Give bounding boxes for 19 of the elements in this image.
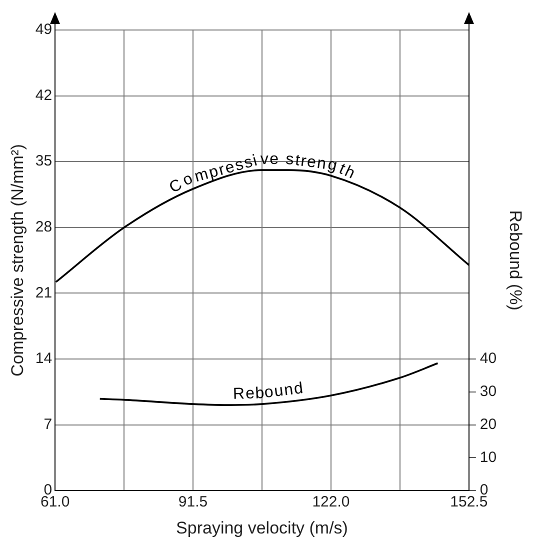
y2-axis-title: Rebound (%)	[506, 210, 526, 310]
y2-tick-label: 30	[480, 383, 497, 400]
series-label: Rebound	[232, 380, 304, 403]
y-tick-label: 7	[44, 416, 52, 433]
x-axis-title: Spraying velocity (m/s)	[176, 518, 348, 538]
y2-tick-label: 20	[480, 416, 497, 433]
y-tick-label: 42	[35, 86, 52, 104]
y-tick-label: 14	[35, 350, 52, 368]
y-tick-label: 21	[35, 284, 52, 302]
x-tick-label: 122.0	[312, 494, 350, 511]
y2-tick-label: 40	[480, 350, 497, 368]
y-tick-label: 35	[35, 152, 52, 170]
y2-tick-label: 10	[480, 448, 497, 466]
y-tick-label: 49	[35, 21, 52, 38]
y-axis-title: Compressive strength (N/mm²)	[8, 144, 27, 376]
line-series	[98, 362, 439, 406]
x-tick-label: 91.5	[178, 494, 208, 511]
text: Compressive strength	[166, 150, 358, 197]
y-tick-label: 28	[35, 218, 52, 236]
